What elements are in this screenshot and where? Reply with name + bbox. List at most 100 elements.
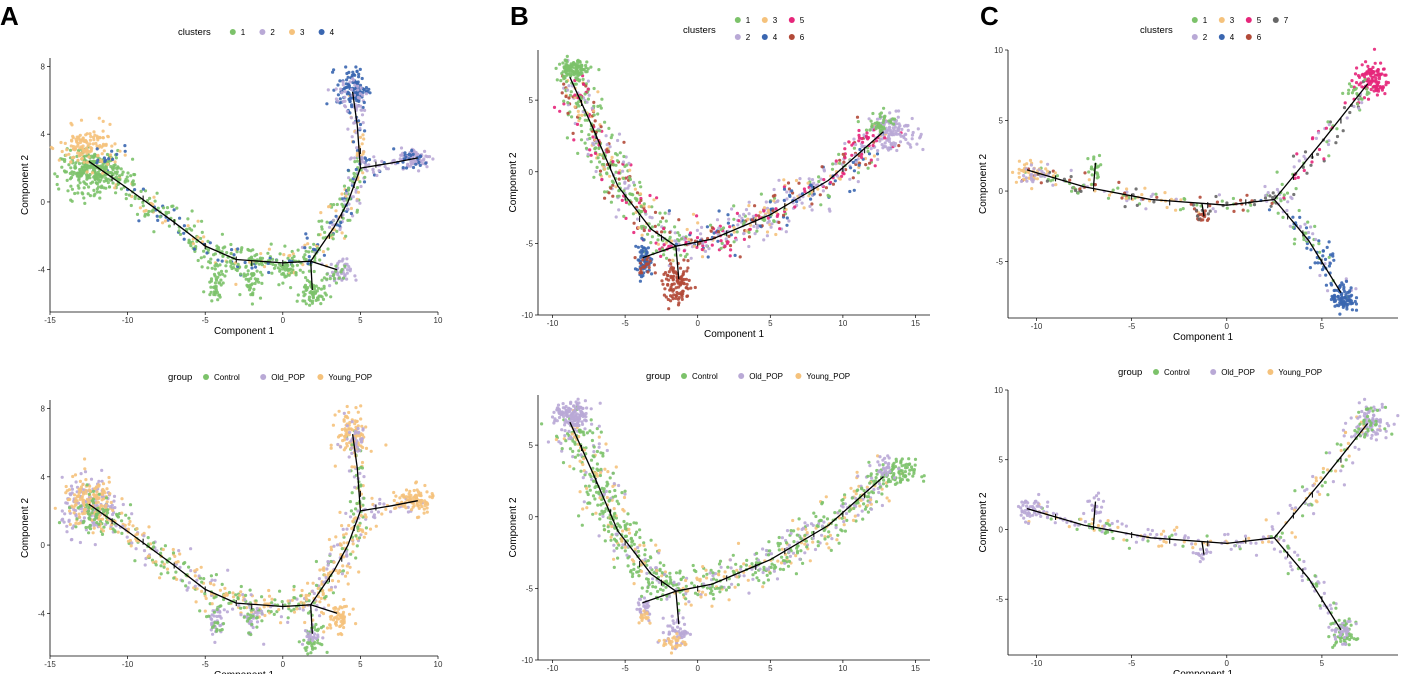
data-point: [72, 155, 76, 159]
data-point: [292, 610, 297, 614]
data-point: [82, 160, 86, 164]
data-point: [321, 591, 325, 595]
legend-label-old_pop: Old_POP: [749, 372, 783, 381]
data-point: [423, 501, 427, 505]
data-point: [617, 543, 621, 547]
data-point: [860, 152, 864, 156]
data-point: [588, 136, 592, 141]
data-point: [857, 136, 862, 140]
legend-label-4: 4: [773, 33, 778, 42]
data-point: [338, 79, 342, 83]
data-point: [258, 296, 263, 300]
data-point: [608, 145, 612, 149]
data-point: [79, 504, 83, 508]
data-point: [755, 229, 759, 233]
data-point: [747, 244, 751, 249]
data-point: [827, 530, 831, 534]
data-point: [854, 160, 859, 164]
data-point: [108, 122, 112, 126]
data-point: [417, 515, 421, 519]
data-point: [765, 230, 770, 234]
data-point: [106, 511, 110, 515]
data-point: [80, 157, 84, 161]
data-point: [806, 181, 810, 185]
legend-key-control: [681, 373, 687, 379]
data-point: [350, 135, 354, 139]
data-point: [911, 130, 915, 135]
data-point: [101, 119, 105, 123]
data-point: [346, 90, 350, 94]
points-layer: [49, 65, 435, 307]
data-point: [282, 253, 286, 257]
data-point: [344, 549, 349, 554]
data-point: [617, 208, 621, 212]
data-point: [603, 120, 607, 124]
data-point: [648, 555, 653, 559]
data-point: [585, 70, 589, 74]
data-point: [633, 187, 638, 191]
data-point: [632, 230, 636, 235]
data-point: [882, 116, 887, 120]
data-point: [342, 541, 346, 545]
data-point: [384, 507, 388, 511]
data-point: [718, 590, 722, 594]
data-point: [98, 173, 102, 177]
data-point: [342, 605, 347, 609]
data-point: [96, 153, 100, 157]
data-point: [195, 587, 199, 591]
data-point: [591, 431, 595, 435]
data-point: [321, 612, 326, 616]
data-point: [104, 503, 108, 507]
data-point: [248, 286, 252, 290]
data-point: [359, 465, 363, 469]
data-point: [253, 254, 257, 258]
data-point: [281, 281, 285, 285]
data-point: [754, 213, 758, 217]
data-point: [392, 498, 396, 503]
data-point: [53, 172, 57, 176]
data-point: [424, 161, 428, 165]
data-point: [408, 489, 412, 493]
data-point: [334, 264, 338, 268]
data-point: [565, 54, 569, 59]
data-point: [876, 149, 880, 153]
data-point: [353, 73, 357, 77]
data-point: [910, 116, 914, 121]
data-point: [652, 198, 656, 202]
data-point: [108, 178, 113, 182]
data-point: [248, 588, 252, 592]
x-tick-label: -10: [547, 664, 559, 673]
data-point: [640, 233, 644, 237]
data-point: [378, 497, 382, 501]
data-point: [109, 523, 114, 527]
data-point: [357, 75, 361, 79]
data-point: [747, 204, 751, 208]
data-point: [200, 230, 204, 234]
data-point: [727, 217, 731, 221]
data-point: [290, 256, 294, 260]
data-point: [345, 271, 349, 275]
data-point: [328, 570, 333, 574]
data-point: [375, 173, 379, 178]
data-point: [592, 86, 596, 91]
data-point: [584, 470, 588, 474]
data-point: [842, 160, 846, 164]
data-point: [298, 268, 302, 272]
data-point: [130, 194, 134, 199]
legend-key-4: [318, 29, 325, 35]
data-point: [202, 249, 206, 253]
data-point: [335, 202, 339, 207]
data-point: [608, 490, 612, 494]
data-point: [558, 62, 562, 66]
data-point: [885, 496, 889, 500]
data-point: [97, 185, 101, 189]
data-point: [256, 277, 260, 281]
legend-title: clusters: [683, 25, 716, 36]
data-point: [580, 129, 584, 134]
data-point: [76, 151, 80, 155]
data-point: [592, 450, 596, 454]
data-point: [417, 493, 421, 497]
data-point: [788, 554, 793, 559]
data-point: [620, 539, 624, 543]
